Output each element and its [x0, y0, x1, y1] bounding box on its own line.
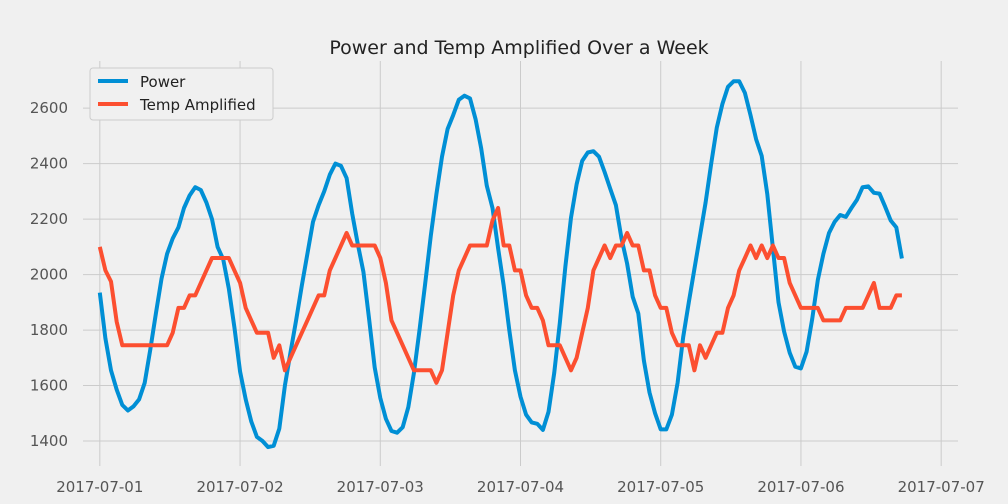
y-tick-label: 1600 — [30, 377, 68, 395]
x-tick-labels: 2017-07-01 2017-07-02 2017-07-03 2017-07-04… — [56, 478, 985, 496]
x-tick-label: 2017-07-06 — [757, 478, 844, 496]
y-tick-label: 1400 — [30, 432, 68, 450]
legend-label-power: Power — [140, 73, 186, 91]
y-tick-label: 1800 — [30, 321, 68, 339]
series-line-temp-amplified — [97, 206, 902, 385]
x-tick-label: 2017-07-01 — [56, 478, 143, 496]
series-lines — [97, 79, 904, 450]
legend-frame — [89, 67, 274, 121]
legend: Power Temp Amplified — [89, 67, 274, 121]
y-tick-label: 2200 — [30, 210, 68, 228]
x-tick-label: 2017-07-04 — [477, 478, 564, 496]
x-tick-label: 2017-07-07 — [898, 478, 985, 496]
x-tick-label: 2017-07-03 — [337, 478, 424, 496]
chart-title: Power and Temp Amplified Over a Week — [329, 37, 708, 59]
x-tick-label: 2017-07-02 — [196, 478, 283, 496]
series-line-power — [97, 79, 904, 450]
y-tick-label: 2400 — [30, 155, 68, 173]
legend-label-temp-amplified: Temp Amplified — [139, 96, 256, 114]
y-tick-label: 2600 — [30, 99, 68, 117]
y-tick-label: 2000 — [30, 266, 68, 284]
y-tick-labels: 1400 1600 1800 2000 2200 2400 2600 — [30, 99, 68, 450]
x-tick-label: 2017-07-05 — [617, 478, 704, 496]
